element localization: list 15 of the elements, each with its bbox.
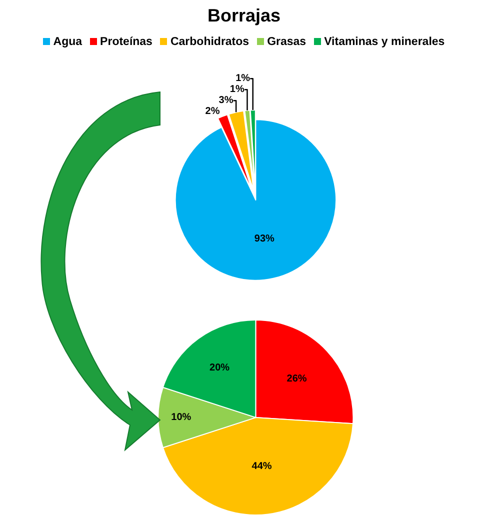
data-label: 26% xyxy=(286,373,307,384)
legend-label: Grasas xyxy=(267,36,306,48)
legend-label: Carbohidratos xyxy=(170,36,250,48)
legend-label: Vitaminas y minerales xyxy=(324,36,445,48)
chart-title: Borrajas xyxy=(207,6,281,26)
data-label: 1% xyxy=(230,84,244,96)
data-label: 93% xyxy=(254,234,275,245)
legend-label: Proteínas xyxy=(100,36,152,48)
legend-label: Agua xyxy=(53,36,82,48)
data-label: 10% xyxy=(171,412,192,423)
data-label: 3% xyxy=(218,95,234,106)
data-label: 44% xyxy=(252,460,272,472)
data-label: 2% xyxy=(205,106,220,118)
data-label: 1% xyxy=(236,73,250,84)
data-label: 20% xyxy=(210,362,230,374)
